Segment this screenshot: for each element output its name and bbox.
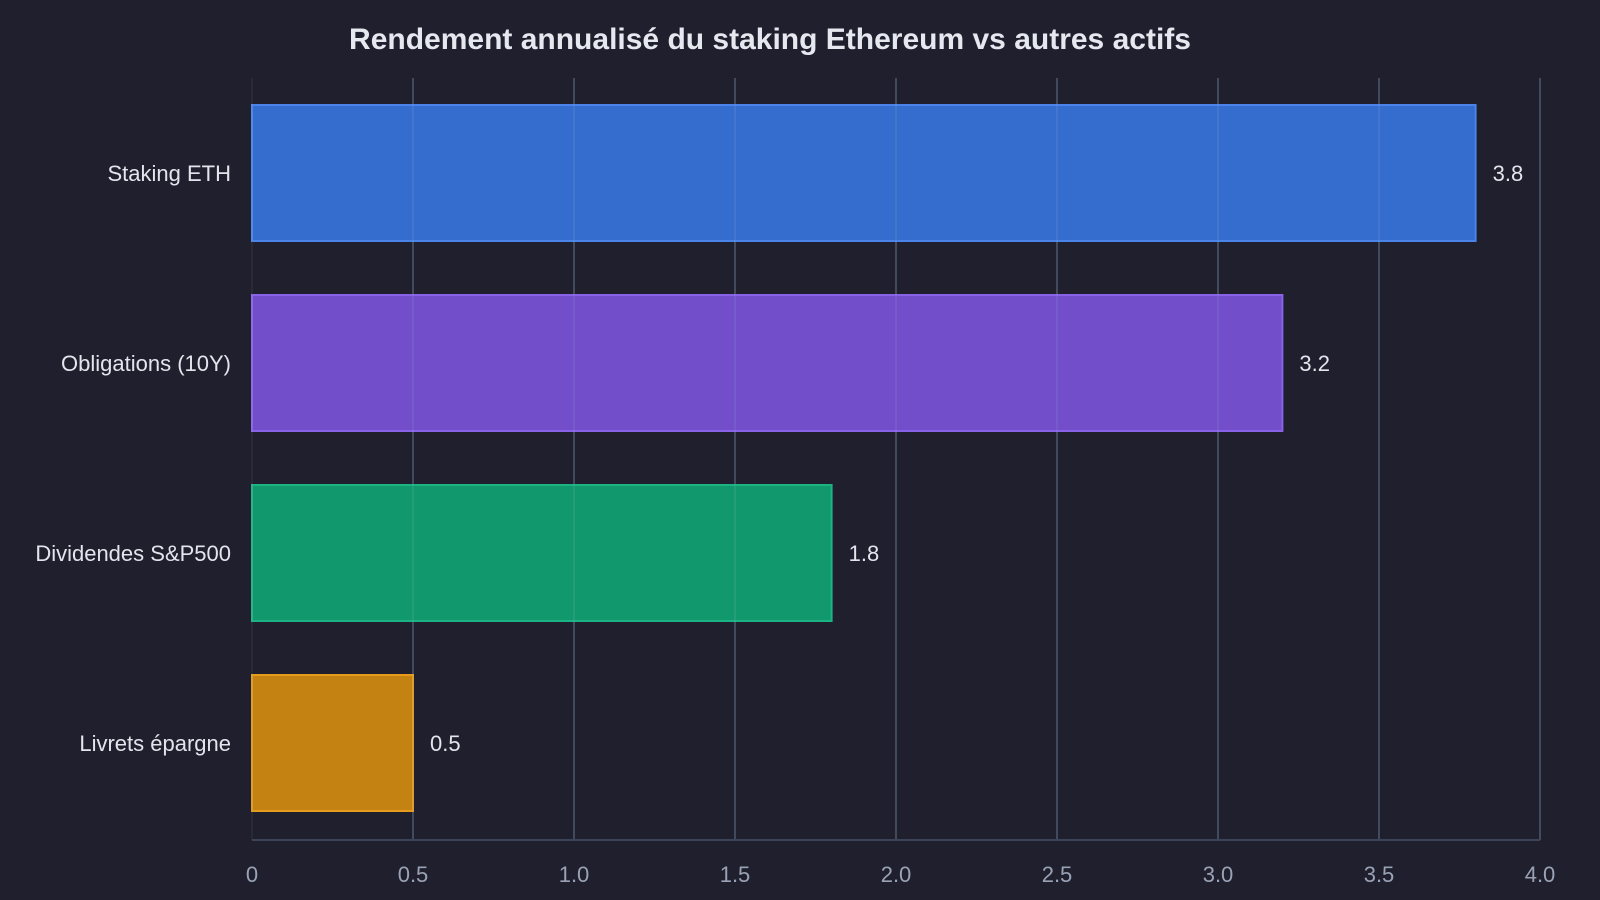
x-tick-label: 2.0 bbox=[881, 862, 912, 887]
x-tick-label: 2.5 bbox=[1042, 862, 1073, 887]
x-tick-label: 1.0 bbox=[559, 862, 590, 887]
category-label: Dividendes S&P500 bbox=[35, 541, 231, 566]
value-label: 1.8 bbox=[849, 541, 880, 566]
category-label: Staking ETH bbox=[108, 161, 232, 186]
x-tick-label: 3.0 bbox=[1203, 862, 1234, 887]
bar bbox=[251, 104, 1477, 242]
bar bbox=[251, 484, 833, 622]
category-label: Obligations (10Y) bbox=[61, 351, 231, 376]
labels: Staking ETH 3.8 Obligations (10Y) 3.2 Divide… bbox=[35, 161, 1523, 756]
value-label: 0.5 bbox=[430, 731, 461, 756]
x-tick-label: 3.5 bbox=[1364, 862, 1395, 887]
category-label: Livrets épargne bbox=[79, 731, 231, 756]
bar bbox=[251, 294, 1284, 432]
x-tick-labels: 0 0.5 1.0 1.5 2.0 2.5 3.0 3.5 4.0 bbox=[246, 862, 1555, 887]
gridline-overlay bbox=[251, 78, 1541, 840]
x-tick-label: 0.5 bbox=[398, 862, 429, 887]
chart-title: Rendement annualisé du staking Ethereum … bbox=[349, 23, 1191, 56]
value-label: 3.2 bbox=[1299, 351, 1330, 376]
bars bbox=[251, 104, 1477, 812]
x-tick-label: 4.0 bbox=[1525, 862, 1556, 887]
x-tick-label: 0 bbox=[246, 862, 258, 887]
x-tick-label: 1.5 bbox=[720, 862, 751, 887]
bar bbox=[251, 674, 414, 812]
value-label: 3.8 bbox=[1493, 161, 1524, 186]
